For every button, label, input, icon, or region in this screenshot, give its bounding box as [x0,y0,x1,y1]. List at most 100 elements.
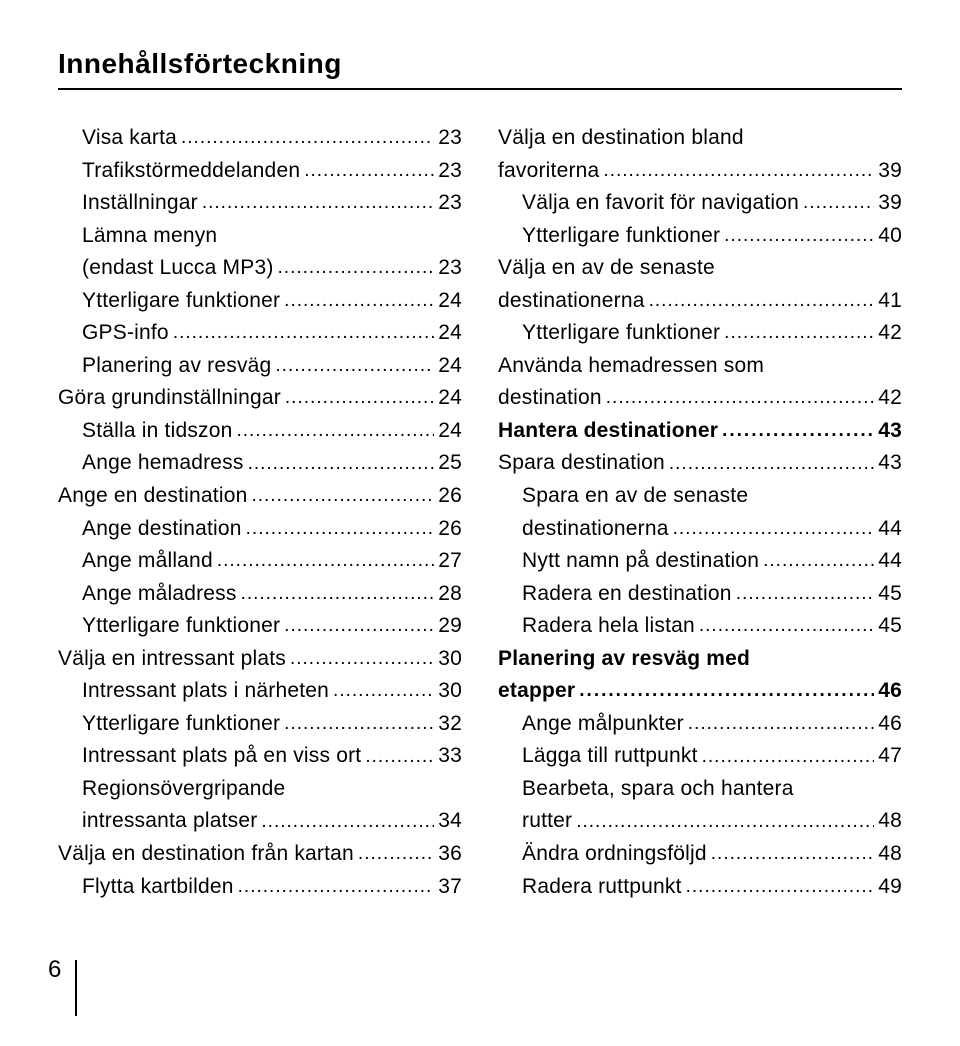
toc-dots [241,587,435,610]
toc-page-number: 43 [878,447,902,480]
toc-entry-label: etapper [498,675,575,708]
toc-entry: (endast Lucca MP3)23 [58,252,462,285]
toc-entry-label: Ange hemadress [82,447,244,480]
toc-dots [803,197,874,220]
toc-dots [724,327,874,350]
toc-entry-label: Välja en av de senaste [498,252,902,285]
toc-entry-label: Radera hela listan [522,610,695,643]
toc-left-column: Visa karta23Trafikstörmeddelanden23Instä… [58,122,462,903]
toc-entry: Ange hemadress 25 [58,447,462,480]
toc-entry: Ytterligare funktioner29 [58,610,462,643]
toc-page-number: 46 [878,675,902,708]
toc-entry-label: Ytterligare funktioner [82,708,280,741]
toc-page-number: 43 [878,415,902,448]
toc-dots [669,457,874,480]
toc-dots [217,555,434,578]
toc-page-number: 32 [438,708,462,741]
toc-page-number: 27 [438,545,462,578]
toc-page-number: 49 [878,871,902,904]
toc-dots [284,717,434,740]
toc-entry: Planering av resväg 24 [58,350,462,383]
toc-page-number: 23 [438,155,462,188]
toc-entry: Ange en destination26 [58,480,462,513]
toc-entry: intressanta platser34 [58,805,462,838]
toc-page-number: 48 [878,805,902,838]
toc-page-number: 30 [438,643,462,676]
toc-entry: GPS-info24 [58,317,462,350]
toc-entry-label: Bearbeta, spara och hantera [498,773,902,806]
toc-entry-label: intressanta platser [82,805,257,838]
page-title: Innehållsförteckning [58,48,902,80]
toc-entry: Flytta kartbilden37 [58,871,462,904]
toc-columns: Visa karta23Trafikstörmeddelanden23Instä… [58,122,902,903]
toc-entry: destination 42 [498,382,902,415]
toc-dots [606,392,874,415]
toc-dots [688,717,874,740]
toc-entry-label: Spara en av de senaste [498,480,902,513]
toc-entry: Ställa in tidszon24 [58,415,462,448]
toc-page-number: 24 [438,382,462,415]
toc-dots [736,587,875,610]
toc-entry-label: Välja en destination från kartan [58,838,354,871]
toc-dots [686,880,875,903]
toc-dots [603,164,874,187]
toc-entry-label: Visa karta [82,122,177,155]
toc-page-number: 23 [438,187,462,220]
toc-page-number: 24 [438,350,462,383]
toc-entry: Intressant plats på en viss ort 33 [58,740,462,773]
toc-entry-label: Radera en destination [522,578,732,611]
toc-page-number: 37 [438,871,462,904]
toc-entry: Radera hela listan45 [498,610,902,643]
toc-page-number: 24 [438,317,462,350]
toc-entry: Nytt namn på destination44 [498,545,902,578]
toc-page-number: 42 [878,317,902,350]
toc-page-number: 24 [438,415,462,448]
toc-page-number: 25 [438,447,462,480]
toc-dots [702,750,875,773]
toc-entry: rutter48 [498,805,902,838]
toc-entry: Göra grundinställningar24 [58,382,462,415]
toc-dots [284,620,434,643]
toc-entry-label: Inställningar [82,187,198,220]
toc-entry-label: (endast Lucca MP3) [82,252,274,285]
toc-dots [284,294,434,317]
toc-page-number: 33 [438,740,462,773]
toc-entry: Visa karta23 [58,122,462,155]
toc-entry-label: destination [498,382,602,415]
toc-entry: Ange måladress28 [58,578,462,611]
toc-entry-label: Ändra ordningsföljd [522,838,707,871]
toc-entry-label: Spara destination [498,447,665,480]
toc-page-number: 39 [878,187,902,220]
toc-entry: Ytterligare funktioner40 [498,220,902,253]
toc-page-number: 39 [878,155,902,188]
toc-entry-label: Ytterligare funktioner [82,610,280,643]
toc-dots [304,164,434,187]
toc-dots [248,457,435,480]
toc-entry-label: Nytt namn på destination [522,545,759,578]
toc-entry-label: Intressant plats på en viss ort [82,740,361,773]
toc-entry: Ange destination26 [58,513,462,546]
toc-dots [285,392,434,415]
toc-page-number: 26 [438,513,462,546]
toc-entry-label: Lämna menyn [58,220,462,253]
toc-entry-label: Ange målpunkter [522,708,684,741]
toc-entry: Ytterligare funktioner 32 [58,708,462,741]
toc-entry: Radera ruttpunkt49 [498,871,902,904]
toc-dots [251,489,434,512]
toc-dots [290,652,434,675]
toc-dots [275,359,434,382]
toc-page-number: 42 [878,382,902,415]
toc-entry-label: Planering av resväg [82,350,271,383]
toc-entry-label: Välja en destination bland [498,122,902,155]
toc-entry-label: Ytterligare funktioner [82,285,280,318]
toc-dots [333,685,434,708]
toc-entry: destinationerna44 [498,513,902,546]
toc-entry: Lägga till ruttpunkt47 [498,740,902,773]
toc-page-number: 28 [438,578,462,611]
toc-entry-label: Använda hemadressen som [498,350,902,383]
toc-entry-label: Ytterligare funktioner [522,317,720,350]
toc-dots [365,750,434,773]
page-number: 6 [48,956,61,984]
toc-entry-label: Planering av resväg med [498,643,902,676]
toc-entry: Intressant plats i närheten30 [58,675,462,708]
